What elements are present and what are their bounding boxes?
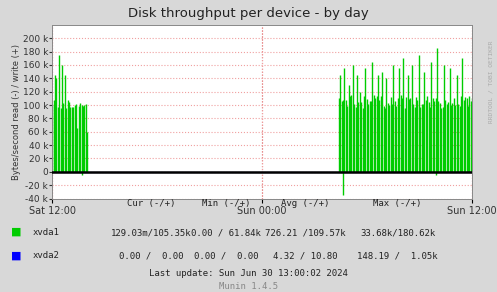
Text: 0.00 / 61.84k: 0.00 / 61.84k bbox=[191, 228, 261, 237]
Text: Munin 1.4.5: Munin 1.4.5 bbox=[219, 282, 278, 291]
Text: Avg (-/+): Avg (-/+) bbox=[281, 199, 330, 208]
Text: 148.19 /  1.05k: 148.19 / 1.05k bbox=[357, 251, 438, 260]
Text: RRDTOOL / TOBI OETIKER: RRDTOOL / TOBI OETIKER bbox=[489, 41, 494, 123]
Y-axis label: Bytes/second read (-) / write (+): Bytes/second read (-) / write (+) bbox=[12, 44, 21, 180]
Text: 4.32 / 10.80: 4.32 / 10.80 bbox=[273, 251, 338, 260]
Text: 0.00 /  0.00: 0.00 / 0.00 bbox=[194, 251, 258, 260]
Text: 0.00 /  0.00: 0.00 / 0.00 bbox=[119, 251, 184, 260]
Text: Max (-/+): Max (-/+) bbox=[373, 199, 422, 208]
Text: Disk throughput per device - by day: Disk throughput per device - by day bbox=[128, 7, 369, 20]
Text: Min (-/+): Min (-/+) bbox=[202, 199, 250, 208]
Text: xvda1: xvda1 bbox=[32, 228, 59, 237]
Text: 129.03m/105.35k: 129.03m/105.35k bbox=[111, 228, 192, 237]
Text: xvda2: xvda2 bbox=[32, 251, 59, 260]
Text: 726.21 /109.57k: 726.21 /109.57k bbox=[265, 228, 346, 237]
Text: Cur (-/+): Cur (-/+) bbox=[127, 199, 176, 208]
Text: Last update: Sun Jun 30 13:00:02 2024: Last update: Sun Jun 30 13:00:02 2024 bbox=[149, 269, 348, 278]
Text: ■: ■ bbox=[11, 251, 21, 260]
Text: ■: ■ bbox=[11, 227, 21, 237]
Text: 33.68k/180.62k: 33.68k/180.62k bbox=[360, 228, 435, 237]
